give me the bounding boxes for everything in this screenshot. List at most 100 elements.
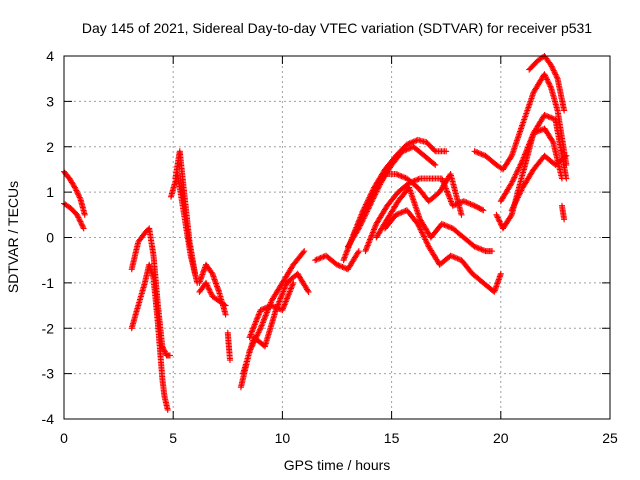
data-point [431, 147, 438, 154]
data-point [511, 174, 518, 181]
data-point [76, 217, 83, 224]
data-point [81, 211, 88, 218]
data-point [512, 200, 519, 207]
data-point [563, 152, 570, 159]
series-s25 [559, 202, 568, 223]
data-point [516, 163, 523, 169]
data-point [166, 352, 173, 359]
data-point [395, 172, 402, 179]
data-point [478, 246, 485, 253]
data-point [519, 186, 525, 192]
data-point [372, 222, 379, 229]
data-point [288, 285, 294, 292]
data-point [365, 239, 372, 246]
series-s1 [61, 168, 88, 218]
data-point [222, 302, 229, 309]
data-point [285, 291, 292, 298]
series-s4 [128, 261, 171, 413]
data-point [75, 214, 82, 221]
data-point [416, 223, 423, 230]
data-point [362, 206, 369, 213]
data-point [518, 160, 525, 167]
data-point [355, 221, 362, 228]
data-point [339, 264, 346, 270]
data-point [335, 262, 342, 269]
data-point [543, 75, 550, 82]
data-point [431, 160, 438, 167]
series-s17 [362, 175, 487, 255]
data-point [261, 305, 268, 312]
data-point [367, 197, 373, 204]
data-point [561, 216, 568, 223]
data-point [286, 289, 293, 296]
data-point [527, 137, 534, 144]
data-point [368, 194, 375, 201]
data-point [399, 173, 406, 180]
data-point [338, 263, 345, 270]
data-point [548, 114, 555, 121]
data-point [226, 357, 233, 364]
data-point [258, 323, 265, 330]
data-point [280, 287, 287, 293]
data-point [513, 197, 520, 204]
series-s3 [128, 225, 173, 359]
data-point [352, 227, 359, 234]
data-point [256, 326, 263, 333]
data-point [368, 233, 375, 240]
data-point [441, 182, 448, 189]
data-point [515, 193, 522, 200]
data-point [361, 209, 368, 215]
data-point [531, 129, 538, 136]
data-point [405, 140, 412, 147]
data-point [443, 187, 450, 193]
data-point [544, 78, 551, 84]
data-point [80, 225, 87, 232]
data-point [415, 222, 422, 229]
x-axis-label: GPS time / hours [284, 457, 391, 473]
data-point [507, 213, 514, 220]
data-point [496, 217, 503, 224]
data-point [553, 74, 560, 81]
y-tick-label: 1 [46, 184, 54, 200]
data-point [275, 299, 282, 306]
data-point [536, 127, 542, 134]
data-point [454, 255, 461, 262]
data-point [77, 218, 84, 225]
series-s18 [373, 184, 496, 255]
chart-title: Day 145 of 2021, Sidereal Day-to-day VTE… [82, 20, 592, 36]
data-point [548, 63, 555, 70]
x-tick-label: 5 [169, 430, 177, 446]
data-point [448, 253, 455, 260]
data-point [411, 177, 418, 184]
data-point [445, 192, 452, 199]
data-point [360, 211, 367, 218]
data-point [260, 306, 267, 312]
data-point [423, 239, 430, 246]
data-point [497, 270, 504, 277]
data-point [544, 76, 551, 83]
x-tick-label: 25 [602, 430, 618, 446]
data-point [438, 175, 445, 182]
data-point [446, 195, 453, 202]
data-point [542, 72, 549, 79]
data-point [206, 286, 213, 293]
data-point [393, 211, 399, 218]
data-point [441, 222, 448, 228]
data-point [510, 175, 517, 182]
data-point [358, 214, 365, 221]
data-point [548, 62, 554, 69]
data-point [545, 79, 552, 86]
data-point [164, 406, 171, 413]
data-point [517, 161, 524, 168]
data-point [474, 149, 481, 156]
data-point [412, 177, 419, 184]
data-point [552, 70, 558, 77]
data-point [363, 204, 370, 211]
data-point [510, 204, 517, 211]
data-point [447, 224, 453, 231]
data-point [73, 187, 80, 194]
data-point [343, 248, 350, 255]
data-point [514, 168, 521, 175]
data-point [246, 334, 253, 341]
data-point [421, 235, 428, 242]
